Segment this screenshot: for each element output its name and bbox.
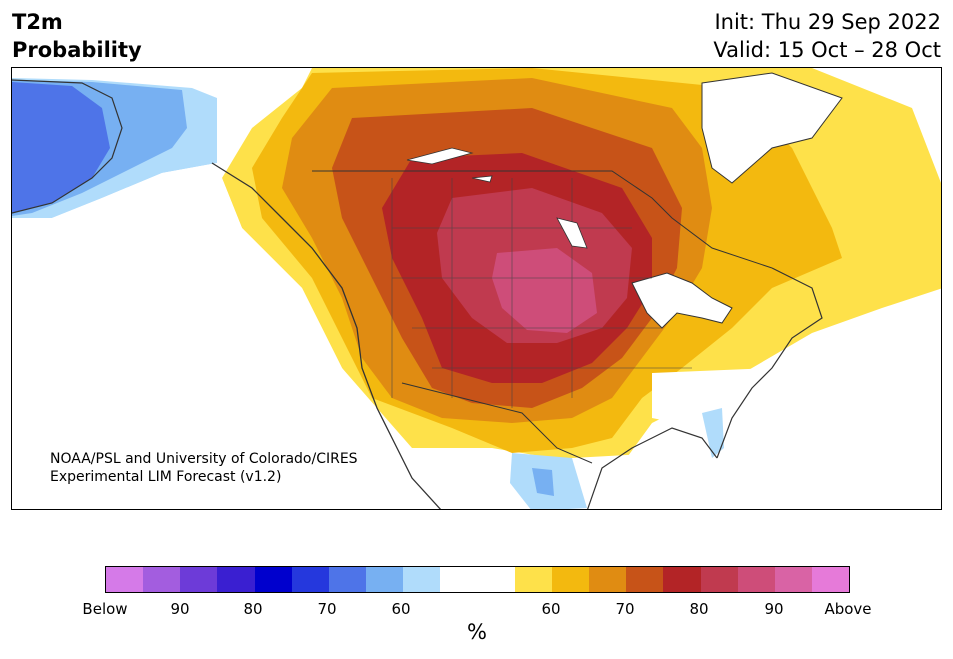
init-date: Init: Thu 29 Sep 2022 — [714, 10, 941, 34]
colorbar-segment — [106, 567, 144, 592]
colorbar-tick-label: 80 — [243, 600, 263, 618]
alaska-coast — [12, 79, 123, 214]
alaska-below-80 — [12, 82, 110, 213]
florida-below — [702, 408, 724, 458]
colorbar-segment — [626, 567, 664, 592]
valid-period: Valid: 15 Oct – 28 Oct — [713, 38, 941, 62]
coastline-west — [211, 162, 442, 509]
colorbar-tick-label: 90 — [170, 600, 190, 618]
colorbar-tick-label: 80 — [689, 600, 709, 618]
colorbar-segment — [143, 567, 181, 592]
title-line-1: T2m — [12, 10, 63, 34]
pacific-white — [12, 163, 431, 509]
map-title: T2m Probability — [12, 8, 142, 64]
colorbar-segment — [737, 567, 775, 592]
colorbar-tick-label: 60 — [391, 600, 411, 618]
colorbar-segment — [440, 567, 478, 592]
colorbar-segment — [366, 567, 404, 592]
colorbar-segment — [217, 567, 255, 592]
date-info: Init: Thu 29 Sep 2022 Valid: 15 Oct – 28… — [713, 8, 941, 64]
gulf-white — [572, 453, 702, 509]
warm-above-85 — [492, 248, 597, 333]
colorbar-segment — [811, 567, 850, 592]
colorbar-tick-label: 70 — [615, 600, 635, 618]
us-canada-border — [312, 170, 773, 269]
map-panel: NOAA/PSL and University of Colorado/CIRE… — [11, 67, 942, 510]
colorbar-tick-label: 90 — [764, 600, 784, 618]
colorbar-segment — [514, 567, 552, 592]
colorbar-segment — [589, 567, 627, 592]
credit-line-1: NOAA/PSL and University of Colorado/CIRE… — [50, 451, 358, 467]
colorbar-segment — [254, 567, 292, 592]
colorbar-segment — [774, 567, 812, 592]
colorbar — [105, 566, 850, 593]
colorbar-segment — [180, 567, 218, 592]
credit-line-2: Experimental LIM Forecast (v1.2) — [50, 469, 282, 485]
forecast-map — [12, 68, 941, 509]
great-lakes — [631, 272, 733, 329]
colorbar-segment — [291, 567, 329, 592]
colorbar-segment — [403, 567, 441, 592]
colorbar-tick-label: 70 — [317, 600, 337, 618]
us-mexico-border — [401, 382, 593, 464]
coastline-gulf — [587, 427, 718, 509]
colorbar-tick-label: Below — [82, 600, 128, 618]
colorbar-segment — [477, 567, 515, 592]
coastline-east — [716, 267, 823, 459]
colorbar-segment — [700, 567, 738, 592]
prairie-lakes — [406, 147, 588, 249]
colorbar-segment — [551, 567, 590, 592]
colorbar-units: % — [467, 620, 487, 644]
colorbar-tick-label: Above — [824, 600, 872, 618]
colorbar-segment — [663, 567, 701, 592]
title-line-2: Probability — [12, 38, 142, 62]
mexico-below-70 — [532, 468, 554, 496]
credit-text: NOAA/PSL and University of Colorado/CIRE… — [50, 450, 358, 486]
colorbar-tick-label: 60 — [541, 600, 561, 618]
hudson-bay — [701, 72, 843, 184]
colorbar-segment — [328, 567, 367, 592]
state-lines — [391, 178, 692, 408]
